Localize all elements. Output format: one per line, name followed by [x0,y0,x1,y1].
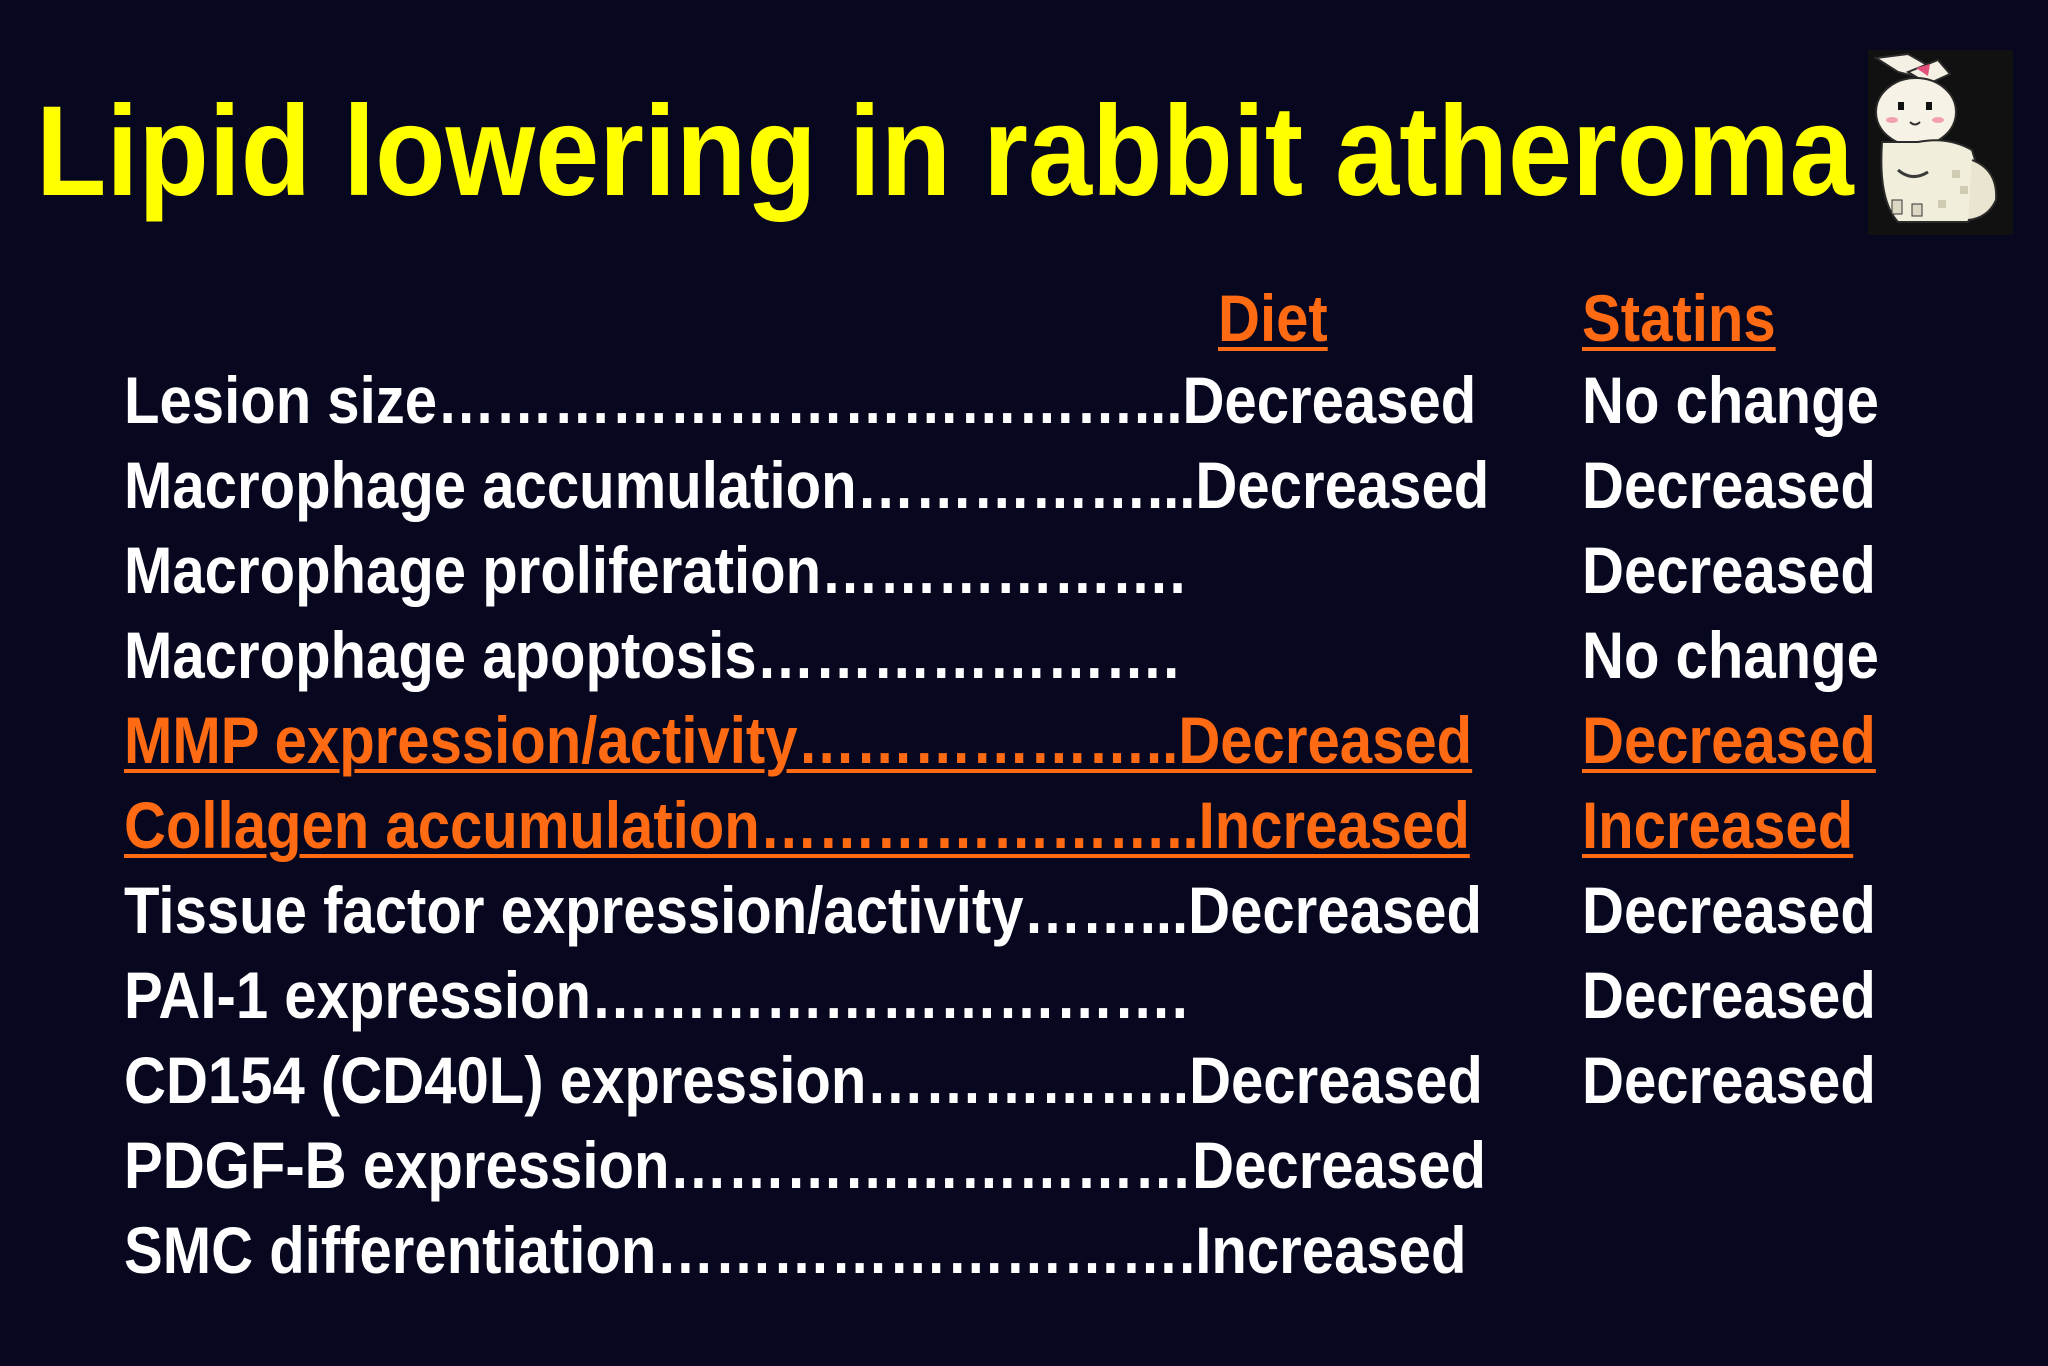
row-statin-value: Decreased [1582,448,1876,522]
row-item-diet: MMP expression/activity………………..Decreased [124,703,1473,777]
table-row: Lesion size………………………………...Decreased No c… [0,358,2048,443]
table-row-highlighted: Collagen accumulation…………………..Increased … [0,783,2048,868]
table-row: PAI-1 expression…………………………. Decreased [0,953,2048,1038]
table-row: PDGF-B expression………………………Decreased [0,1123,2048,1208]
row-statin-value: Decreased [1582,533,1876,607]
row-statin-value: No change [1582,363,1879,437]
row-item-diet: Collagen accumulation…………………..Increased [124,788,1470,862]
table-row-highlighted: MMP expression/activity………………..Decreased… [0,698,2048,783]
row-statin-value: Decreased [1582,873,1876,947]
row-statin-value: Decreased [1582,958,1876,1032]
table-row: Macrophage apoptosis…………………. No change [0,613,2048,698]
column-header-statins: Statins [1582,281,1776,355]
row-item-diet: CD154 (CD40L) expression……………..Decreased [124,1043,1483,1117]
table-row: Macrophage proliferation………………. Decrease… [0,528,2048,613]
column-header-diet: Diet [1218,281,1328,355]
row-item-diet: SMC differentiation……………………….Increased [124,1213,1467,1287]
comparison-table: Lesion size………………………………...Decreased No c… [0,358,2048,1293]
table-row: Tissue factor expression/activity……...De… [0,868,2048,953]
row-item-diet: Lesion size………………………………...Decreased [124,363,1477,437]
row-statin-value: Increased [1582,788,1854,862]
row-item-diet: PDGF-B expression………………………Decreased [124,1128,1486,1202]
row-item-diet: PAI-1 expression…………………………. [124,958,1188,1032]
slide-title: Lipid lowering in rabbit atheroma [36,80,1854,223]
table-row: Macrophage accumulation……………...Decreased… [0,443,2048,528]
rabbit-cartoon-icon [1868,50,2013,235]
row-item-diet: Macrophage proliferation………………. [124,533,1186,607]
row-item-diet: Tissue factor expression/activity……...De… [124,873,1482,947]
table-row: CD154 (CD40L) expression……………..Decreased… [0,1038,2048,1123]
row-item-diet: Macrophage apoptosis…………………. [124,618,1180,692]
row-statin-value: Decreased [1582,703,1876,777]
table-row: SMC differentiation……………………….Increased [0,1208,2048,1293]
row-statin-value: Decreased [1582,1043,1876,1117]
row-item-diet: Macrophage accumulation……………...Decreased [124,448,1490,522]
row-statin-value: No change [1582,618,1879,692]
